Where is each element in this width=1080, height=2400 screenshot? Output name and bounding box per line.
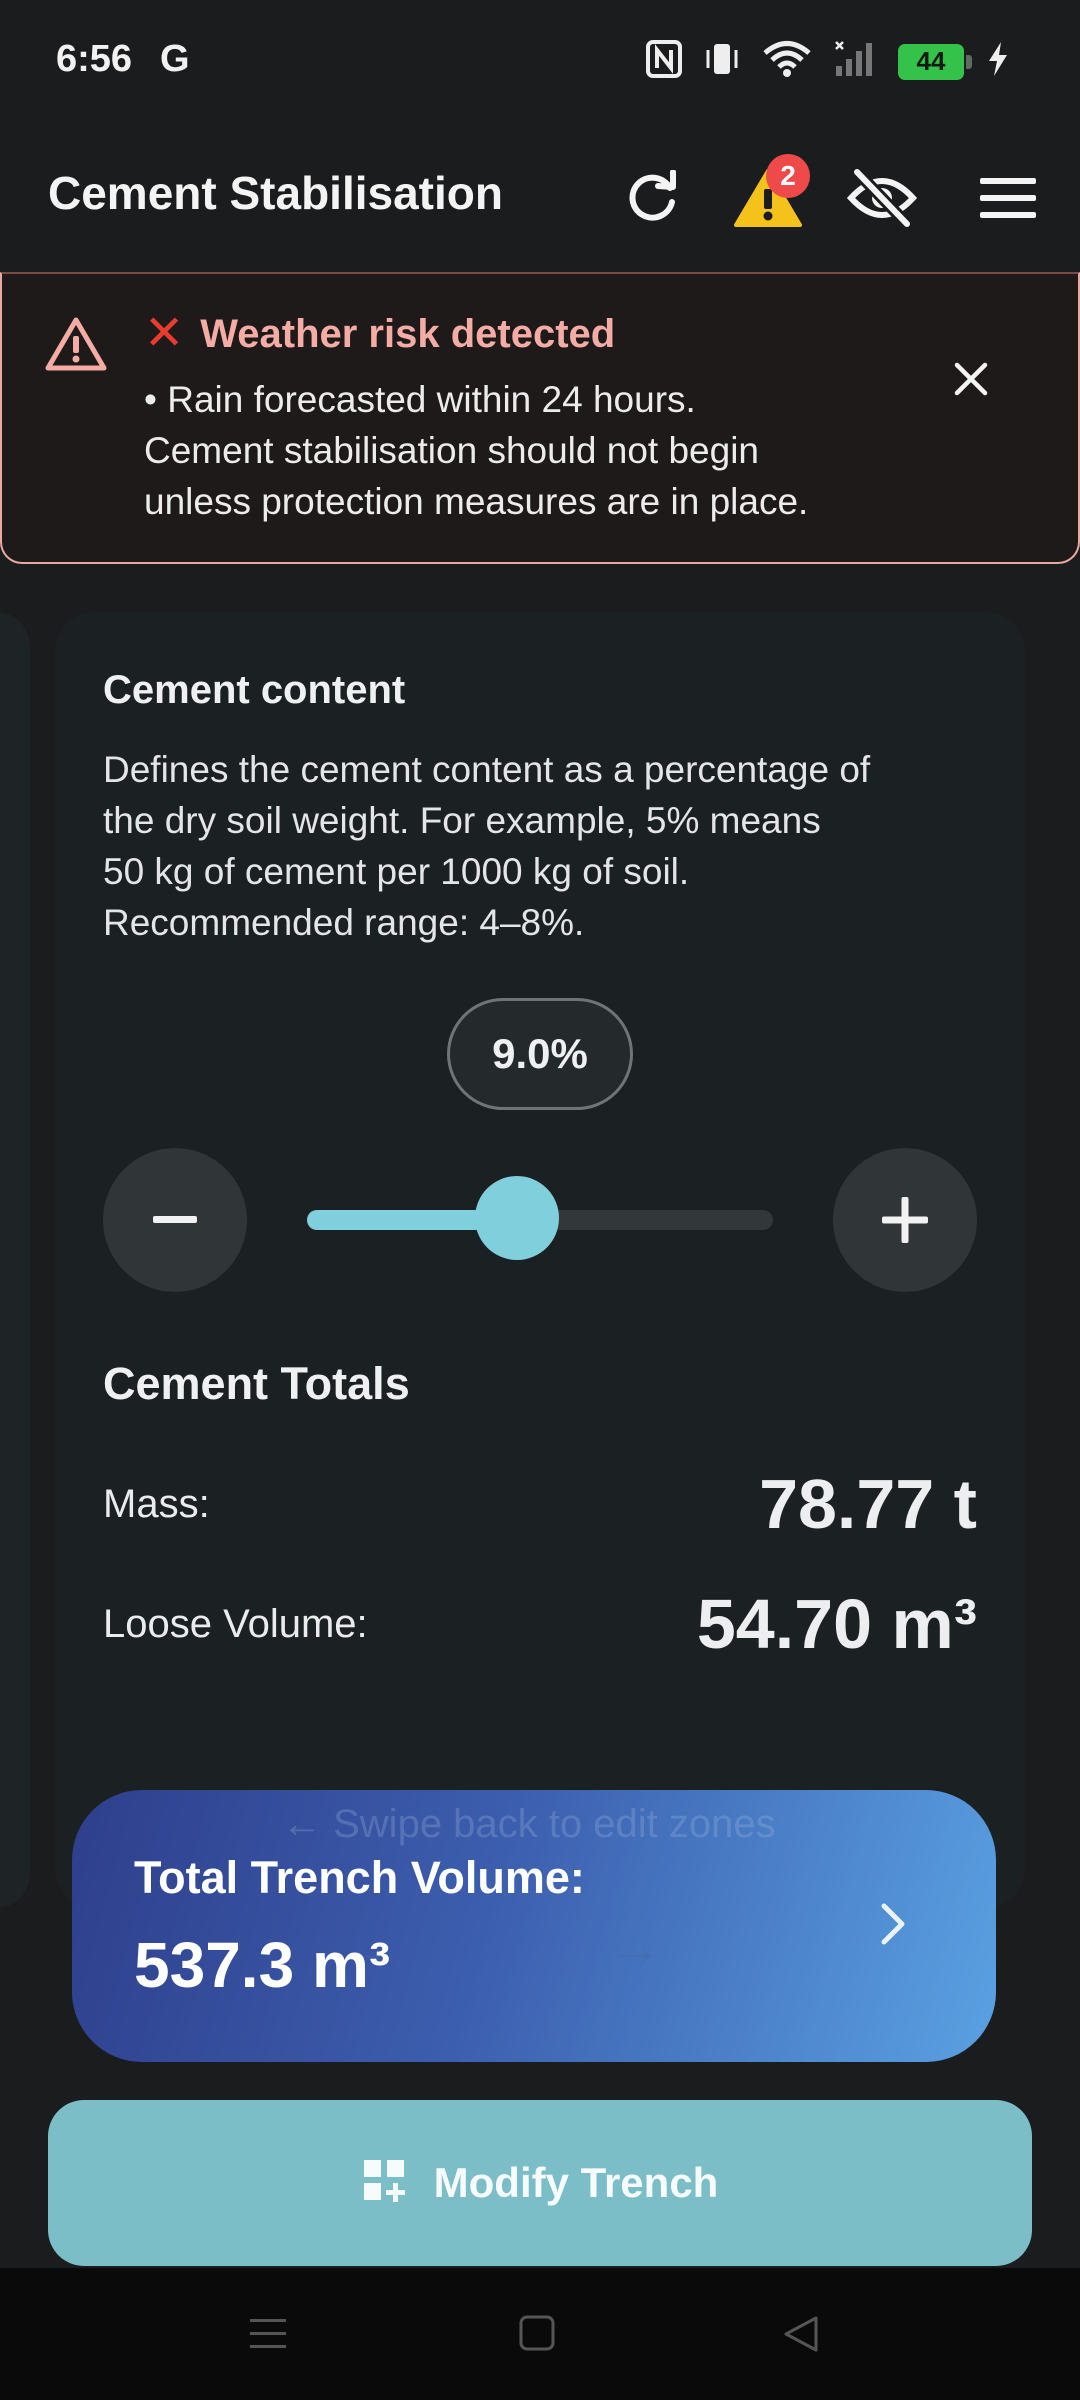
description-line: the dry soil weight. For example, 5% mea… bbox=[103, 800, 821, 841]
back-icon bbox=[784, 2316, 818, 2352]
charging-icon bbox=[986, 40, 1010, 83]
status-bar: 6:56 G 44 bbox=[0, 0, 1080, 124]
alert-line: unless protection measures are in place. bbox=[144, 481, 809, 522]
alert-title: ✕ Weather risk detected bbox=[144, 310, 615, 358]
ghost-left-arrow: ← bbox=[342, 1917, 396, 1977]
battery-icon: 44 bbox=[898, 43, 972, 80]
recents-icon bbox=[250, 2319, 286, 2348]
previous-page-card[interactable] bbox=[0, 612, 30, 1908]
total-trench-volume-card[interactable]: ← → ← Swipe back to edit zones Total Tre… bbox=[72, 1790, 996, 2062]
alert-line: Cement stabilisation should not begin bbox=[144, 430, 759, 471]
total-volume-value: 537.3 m³ bbox=[134, 1929, 391, 2001]
wifi-icon bbox=[762, 40, 812, 83]
chevron-right-icon bbox=[878, 1900, 908, 1953]
mass-label: Mass: bbox=[103, 1482, 210, 1526]
description-line: 50 kg of cement per 1000 kg of soil. bbox=[103, 851, 690, 892]
modify-trench-label: Modify Trench bbox=[433, 2159, 719, 2206]
refresh-button[interactable] bbox=[608, 152, 700, 244]
alert-triangle-icon bbox=[44, 316, 108, 377]
loose-volume-label: Loose Volume: bbox=[103, 1602, 368, 1646]
app-bar: Cement Stabilisation 2 bbox=[0, 124, 1080, 272]
minus-icon bbox=[153, 1216, 197, 1223]
cross-mark-icon: ✕ bbox=[144, 307, 185, 360]
modify-trench-button[interactable]: Modify Trench bbox=[48, 2100, 1032, 2266]
back-button[interactable] bbox=[782, 2314, 820, 2359]
percent-value-pill: 9.0% bbox=[447, 998, 633, 1110]
page-title: Cement Stabilisation bbox=[48, 167, 503, 219]
mass-value: 78.77 t bbox=[759, 1465, 977, 1543]
home-icon bbox=[519, 2315, 555, 2351]
system-navigation-bar bbox=[0, 2268, 1080, 2400]
decrease-button[interactable] bbox=[103, 1148, 247, 1292]
total-volume-label: Total Trench Volume: bbox=[134, 1852, 585, 1903]
ghost-right-arrow: → bbox=[608, 1917, 662, 1977]
cell-signal-icon bbox=[834, 40, 876, 83]
menu-icon bbox=[980, 178, 1036, 218]
description-line: Recommended range: 4–8%. bbox=[103, 902, 585, 943]
section-description: Defines the cement content as a percenta… bbox=[103, 744, 1003, 948]
cement-slider-fill bbox=[307, 1210, 517, 1230]
cement-content-card: Cement content Defines the cement conten… bbox=[55, 612, 1025, 1908]
alert-title-text: Weather risk detected bbox=[200, 311, 616, 356]
google-icon: G bbox=[160, 38, 190, 80]
description-line: Defines the cement content as a percenta… bbox=[103, 749, 871, 790]
status-time: 6:56 bbox=[56, 38, 133, 80]
recents-button[interactable] bbox=[248, 2316, 288, 2357]
swipe-hint-overlay: ← Swipe back to edit zones bbox=[282, 1802, 776, 1846]
cement-slider-thumb[interactable] bbox=[475, 1176, 559, 1260]
warning-count-badge: 2 bbox=[766, 154, 810, 198]
alert-message: • Rain forecasted within 24 hours. Cemen… bbox=[144, 374, 964, 527]
vibrate-icon bbox=[704, 40, 740, 83]
increase-button[interactable] bbox=[833, 1148, 977, 1292]
warnings-button[interactable]: 2 bbox=[722, 152, 814, 244]
alert-line: • Rain forecasted within 24 hours. bbox=[144, 379, 696, 420]
plus-icon bbox=[882, 1197, 928, 1243]
section-title: Cement content bbox=[103, 668, 406, 712]
visibility-off-icon bbox=[847, 168, 917, 228]
close-icon bbox=[954, 362, 988, 396]
loose-volume-value: 54.70 m³ bbox=[696, 1585, 977, 1663]
warning-icon bbox=[734, 169, 802, 227]
nfc-icon bbox=[646, 40, 682, 83]
visibility-toggle-button[interactable] bbox=[836, 152, 928, 244]
status-icons: 44 bbox=[646, 40, 1010, 83]
add-grid-icon bbox=[362, 2158, 408, 2209]
refresh-icon bbox=[629, 170, 676, 221]
weather-alert-banner: ✕ Weather risk detected • Rain forecaste… bbox=[0, 272, 1080, 564]
dismiss-alert-button[interactable] bbox=[942, 350, 1000, 408]
cement-totals-heading: Cement Totals bbox=[103, 1358, 410, 1409]
menu-button[interactable] bbox=[962, 152, 1054, 244]
home-button[interactable] bbox=[518, 2314, 556, 2357]
